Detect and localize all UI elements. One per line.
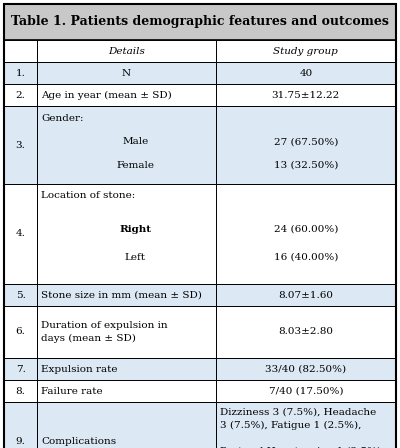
Bar [4,380,37,402]
Bar [4,306,37,358]
Text: 16 (40.00%): 16 (40.00%) [274,253,338,262]
Text: Expulsion rate: Expulsion rate [41,365,118,374]
Text: Study group: Study group [274,47,338,56]
Text: Age in year (mean ± SD): Age in year (mean ± SD) [41,90,172,99]
Text: Details: Details [108,47,145,56]
Bar [4,402,37,448]
Bar [37,184,216,284]
Text: Left: Left [125,253,146,262]
Text: Failure rate: Failure rate [41,387,103,396]
Text: Gender:: Gender: [41,114,84,123]
Bar [216,402,396,448]
Text: Stone size in mm (mean ± SD): Stone size in mm (mean ± SD) [41,290,202,300]
Text: 1.: 1. [16,69,26,78]
Bar [216,306,396,358]
Text: 8.07±1.60: 8.07±1.60 [278,290,333,300]
Bar [4,106,37,184]
Bar [216,358,396,380]
Text: 27 (67.50%): 27 (67.50%) [274,138,338,146]
Text: Dizziness 3 (7.5%), Headache
3 (7.5%), Fatigue 1 (2.5%),

Postural Hypotension 1: Dizziness 3 (7.5%), Headache 3 (7.5%), F… [220,408,381,448]
Text: 7.: 7. [16,365,26,374]
Text: Female: Female [116,161,154,170]
Text: Complications: Complications [41,436,116,445]
Text: 9.: 9. [16,436,26,445]
Bar [37,62,216,84]
Bar [37,358,216,380]
Bar [37,84,216,106]
Text: Table 1. Patients demographic features and outcomes: Table 1. Patients demographic features a… [11,16,389,29]
Bar [37,402,216,448]
Text: 5.: 5. [16,290,26,300]
Bar [4,40,37,62]
Text: N: N [122,69,131,78]
Text: 8.03±2.80: 8.03±2.80 [278,327,333,336]
Text: Duration of expulsion in
days (mean ± SD): Duration of expulsion in days (mean ± SD… [41,321,168,343]
Bar [4,184,37,284]
Bar [37,306,216,358]
Text: 24 (60.00%): 24 (60.00%) [274,224,338,233]
Bar [216,106,396,184]
Text: 3.: 3. [16,141,26,150]
Bar [216,184,396,284]
Text: 4.: 4. [16,229,26,238]
Text: 40: 40 [299,69,312,78]
Text: Right: Right [120,224,152,233]
Bar [37,284,216,306]
Text: 8.: 8. [16,387,26,396]
Bar [4,84,37,106]
Text: Location of stone:: Location of stone: [41,191,136,200]
Bar [216,62,396,84]
Text: 2.: 2. [16,90,26,99]
Text: 31.75±12.22: 31.75±12.22 [272,90,340,99]
Text: Male: Male [122,138,148,146]
Bar [37,106,216,184]
Bar [4,358,37,380]
Bar [37,380,216,402]
Bar [216,84,396,106]
Bar [4,62,37,84]
Text: 6.: 6. [16,327,26,336]
Text: 33/40 (82.50%): 33/40 (82.50%) [265,365,346,374]
Bar [216,380,396,402]
Bar [37,40,216,62]
Bar [4,4,396,40]
Text: 7/40 (17.50%): 7/40 (17.50%) [268,387,343,396]
Text: 13 (32.50%): 13 (32.50%) [274,161,338,170]
Bar [4,284,37,306]
Bar [216,284,396,306]
Bar [216,40,396,62]
